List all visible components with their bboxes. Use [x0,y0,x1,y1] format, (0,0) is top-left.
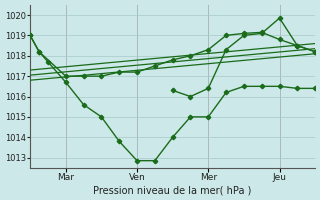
X-axis label: Pression niveau de la mer( hPa ): Pression niveau de la mer( hPa ) [93,185,252,195]
